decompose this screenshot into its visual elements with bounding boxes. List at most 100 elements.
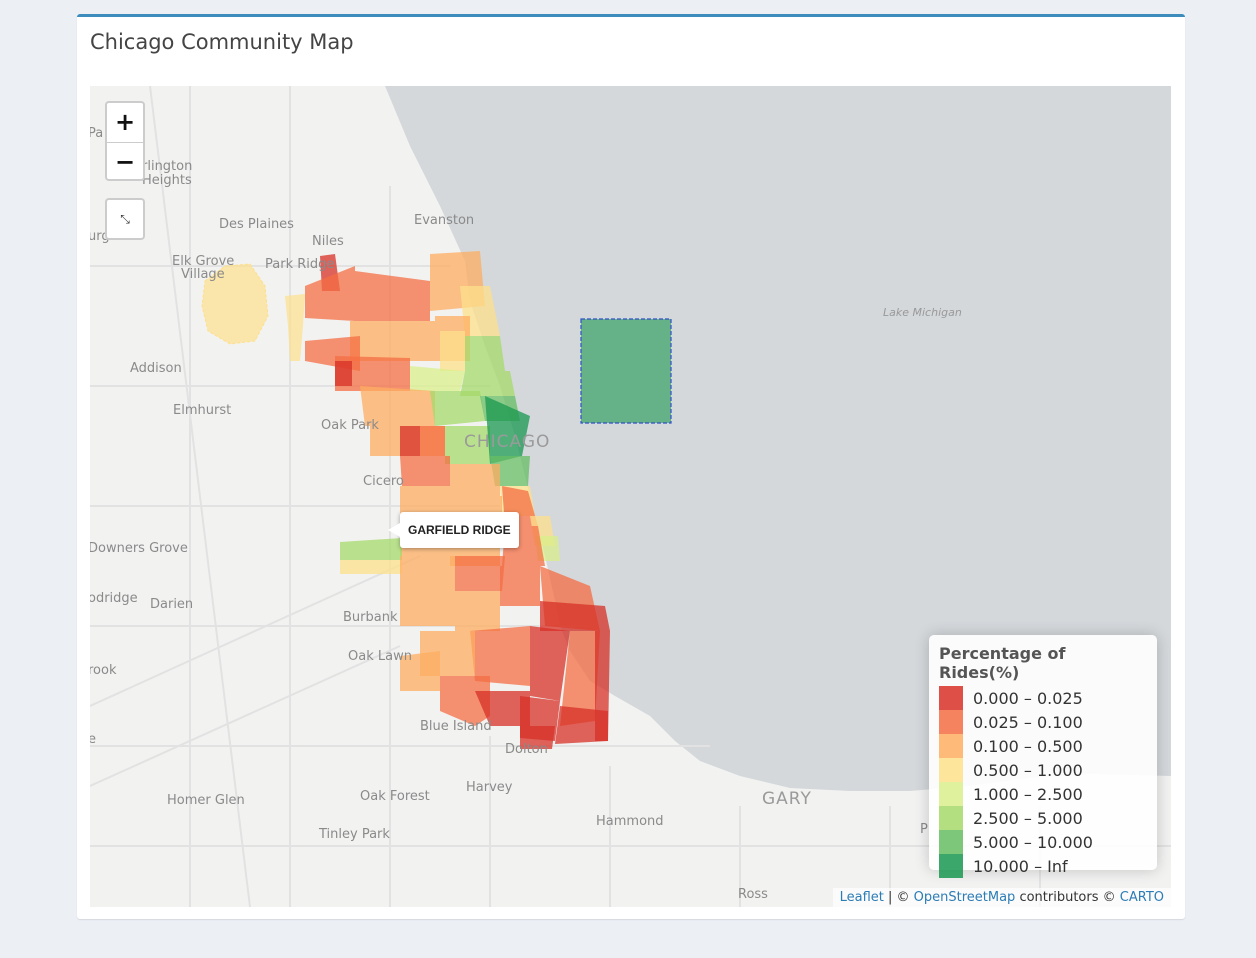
region-riverdale bbox=[520, 726, 555, 749]
region-ohare bbox=[285, 294, 305, 361]
place-elk-grove: Elk Grove bbox=[172, 254, 235, 269]
attribution-separator: | © bbox=[883, 890, 914, 905]
map-attribution: Leaflet | © OpenStreetMap contributors ©… bbox=[832, 888, 1171, 907]
place-hammond: Hammond bbox=[596, 814, 664, 829]
legend-swatch bbox=[939, 758, 963, 782]
region-garfield-ridge bbox=[340, 538, 402, 560]
place-village: Village bbox=[181, 267, 225, 282]
region-belmont bbox=[335, 356, 410, 391]
legend-item: 0.000 – 0.025 bbox=[939, 686, 1147, 710]
region-galewood bbox=[335, 361, 352, 386]
place-burbank: Burbank bbox=[343, 610, 398, 625]
place-des-plaines: Des Plaines bbox=[219, 217, 294, 232]
legend-label: 0.500 – 1.000 bbox=[973, 760, 1083, 780]
region-lake-square bbox=[580, 318, 672, 424]
region-roseland bbox=[475, 691, 530, 726]
leaflet-link[interactable]: Leaflet bbox=[839, 890, 884, 905]
place-tinley-park: Tinley Park bbox=[319, 827, 390, 842]
legend-label: 1.000 – 2.500 bbox=[973, 784, 1083, 804]
place-woodridge: odridge bbox=[90, 591, 138, 606]
legend-swatch bbox=[939, 710, 963, 734]
region-west-lawn bbox=[400, 556, 455, 626]
place-park-ridge: Park Ridge bbox=[265, 257, 335, 272]
legend-title: Percentage of Rides(%) bbox=[939, 644, 1066, 682]
legend-item: 10.000 – Inf bbox=[939, 854, 1147, 878]
region-chicago-lawn bbox=[455, 591, 500, 631]
place-oak-lawn: Oak Lawn bbox=[348, 649, 412, 664]
place-lake-michigan: Lake Michigan bbox=[883, 306, 962, 319]
legend-item: 2.500 – 5.000 bbox=[939, 806, 1147, 830]
region-near-north bbox=[485, 396, 530, 464]
attribution-contributors: contributors © bbox=[1015, 890, 1120, 905]
place-harvey: Harvey bbox=[466, 780, 513, 795]
place-addison: Addison bbox=[130, 361, 182, 376]
place-darien: Darien bbox=[150, 597, 194, 612]
map-tooltip: GARFIELD RIDGE bbox=[388, 512, 519, 548]
legend-swatch bbox=[939, 854, 963, 878]
legend-item: 0.500 – 1.000 bbox=[939, 758, 1147, 782]
region-west-town bbox=[445, 426, 490, 464]
legend-item: 5.000 – 10.000 bbox=[939, 830, 1147, 854]
legend-label: 0.000 – 0.025 bbox=[973, 688, 1083, 708]
place-urg: urg bbox=[90, 229, 110, 244]
place-dolton: Dolton bbox=[505, 742, 548, 757]
place-homer-glen: Homer Glen bbox=[167, 793, 245, 808]
region-calumet-hts bbox=[560, 631, 600, 726]
region-garfield-ridge-s bbox=[340, 560, 402, 574]
place-niles: Niles bbox=[312, 234, 344, 249]
place-oak-park: Oak Park bbox=[321, 418, 379, 433]
region-beverly bbox=[400, 651, 440, 691]
legend-swatch bbox=[939, 830, 963, 854]
legend-label: 5.000 – 10.000 bbox=[973, 832, 1093, 852]
map-legend: Percentage of Rides(%) 0.000 – 0.025 0.0… bbox=[929, 635, 1157, 878]
place-chicago: CHICAGO bbox=[464, 432, 551, 452]
osm-link[interactable]: OpenStreetMap bbox=[913, 890, 1016, 905]
legend-label: 10.000 – Inf bbox=[973, 856, 1068, 876]
legend-item: 0.025 – 0.100 bbox=[939, 710, 1147, 734]
zoom-in-button[interactable]: + bbox=[107, 103, 143, 143]
legend-swatch bbox=[939, 734, 963, 758]
place-heights: Heights bbox=[142, 173, 192, 188]
region-jefferson-park bbox=[355, 271, 430, 321]
basemap bbox=[90, 86, 1171, 907]
place-elmhurst: Elmhurst bbox=[173, 403, 232, 418]
region-lakeview bbox=[460, 371, 515, 396]
reset-view-button[interactable]: ⤡ bbox=[105, 198, 145, 240]
box-title: Chicago Community Map bbox=[90, 30, 354, 54]
region-portage-park bbox=[350, 321, 435, 361]
place-cicero: Cicero bbox=[363, 474, 404, 489]
place-e: e bbox=[90, 732, 96, 747]
region-austin-n bbox=[360, 386, 435, 426]
place-ross: Ross bbox=[738, 887, 768, 902]
place-brook: rook bbox=[90, 663, 117, 678]
region-south-lawndale bbox=[400, 486, 450, 516]
place-pa: Pa bbox=[90, 126, 104, 141]
region-humboldt bbox=[420, 426, 445, 456]
place-oak-forest: Oak Forest bbox=[360, 789, 430, 804]
place-evanston: Evanston bbox=[414, 213, 475, 228]
carto-link[interactable]: CARTO bbox=[1119, 890, 1164, 905]
region-elk-grove bbox=[201, 263, 269, 345]
legend-swatch bbox=[939, 686, 963, 710]
region-washington-pk bbox=[455, 556, 505, 591]
region-lakeview-n bbox=[465, 336, 505, 371]
region-greater-grand bbox=[500, 566, 540, 606]
region-n-lawndale bbox=[400, 456, 450, 486]
zoom-out-button[interactable]: − bbox=[114, 148, 136, 176]
region-south-chicago bbox=[540, 601, 610, 631]
region-lower-west bbox=[450, 464, 500, 496]
place-arlington: rlington bbox=[142, 159, 193, 174]
zoom-control: + − bbox=[105, 101, 145, 181]
map-viewport[interactable]: rlington Heights Pa urg Des Plaines Evan… bbox=[90, 86, 1171, 907]
region-chatham bbox=[530, 626, 570, 701]
legend-item: 0.100 – 0.500 bbox=[939, 734, 1147, 758]
region-lincoln-sq bbox=[440, 331, 465, 371]
region-avondale bbox=[410, 366, 465, 391]
collapse-icon: ⤡ bbox=[120, 212, 130, 226]
region-logan bbox=[430, 391, 485, 426]
legend-label: 0.100 – 0.500 bbox=[973, 736, 1083, 756]
region-norwood bbox=[305, 266, 355, 321]
legend-swatch bbox=[939, 782, 963, 806]
legend-swatch bbox=[939, 806, 963, 830]
place-gary: GARY bbox=[762, 789, 812, 809]
